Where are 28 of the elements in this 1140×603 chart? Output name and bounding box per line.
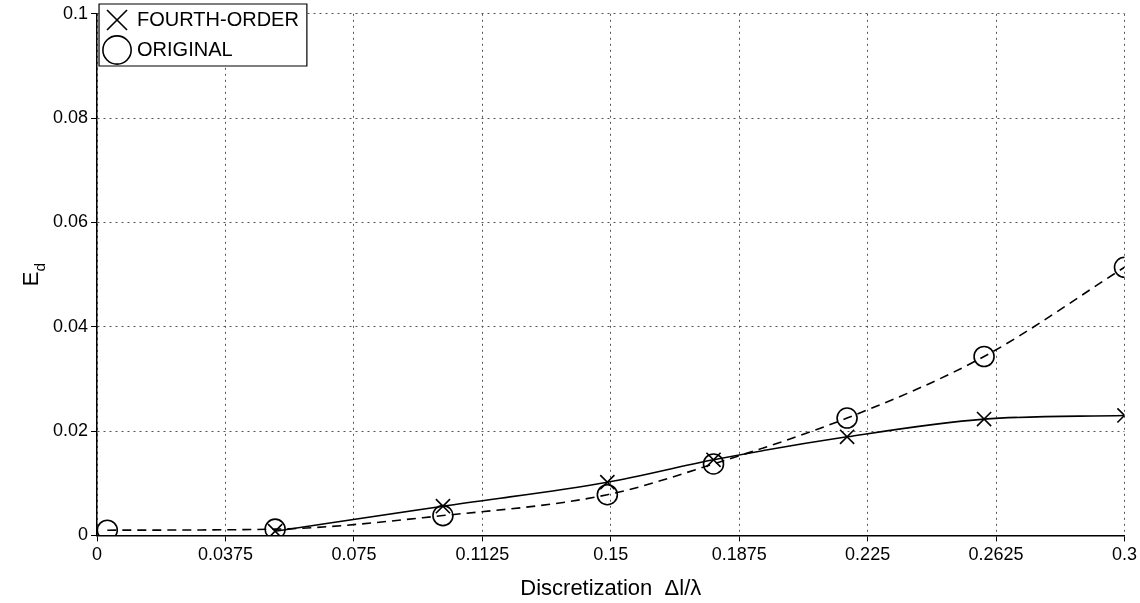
x-tick-label: 0.075 [331, 544, 377, 565]
point [596, 483, 619, 506]
y-axis-title: Ed [18, 262, 48, 287]
legend-label: ORIGINAL [137, 37, 233, 60]
y-tick-label: 0.08 [52, 107, 89, 128]
y-tick-label: 0.02 [52, 420, 89, 441]
point [702, 453, 725, 475]
x-tick-label: 0.225 [845, 544, 891, 565]
point [599, 474, 616, 491]
point [976, 411, 992, 427]
point [435, 498, 451, 515]
legend-label: FOURTH-ORDER [137, 7, 299, 30]
y-tick-label: 0.1 [63, 2, 89, 23]
point [839, 428, 855, 445]
x-tick-label: 0.1875 [711, 544, 767, 565]
x-tick-label: 0.3 [1111, 544, 1137, 565]
x-tick-label: 0.2625 [968, 544, 1024, 565]
y-tick-label: 0.06 [52, 211, 89, 232]
x-tick-label: 0 [92, 544, 103, 565]
point [836, 407, 858, 429]
point [973, 345, 995, 368]
x-tick-label: 0.15 [593, 544, 629, 565]
y-tick-label: 0 [78, 524, 89, 545]
y-tick-label: 0.04 [52, 315, 89, 336]
x-axis-title: Discretization Δl/λ [520, 575, 702, 600]
x-tick-label: 0.0375 [197, 544, 253, 565]
point [432, 504, 454, 527]
x-tick-label: 0.1125 [455, 544, 510, 565]
